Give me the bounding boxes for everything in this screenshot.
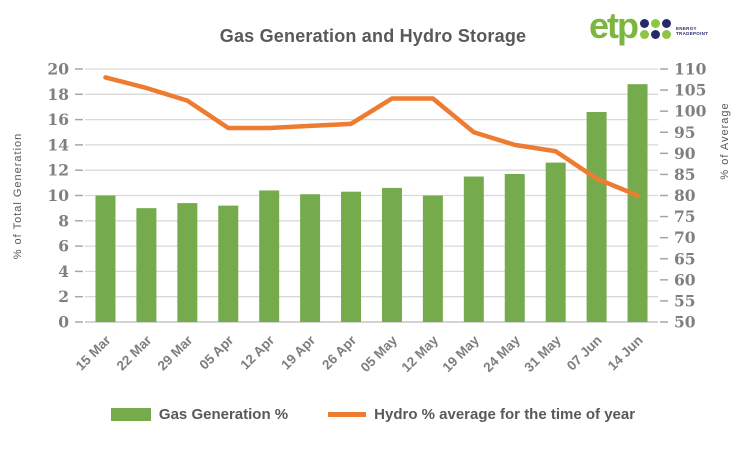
category-label: 05 Apr [196, 332, 236, 372]
left-axis-tick-label: 6 [58, 237, 69, 256]
left-axis-tick-label: 8 [58, 211, 69, 230]
logo-dot-icon [640, 18, 649, 28]
left-axis-tick-label: 0 [58, 313, 69, 332]
category-label: 22 Mar [114, 332, 155, 373]
logo-dot-icon [640, 29, 649, 39]
right-axis-tick-label: 50 [674, 313, 696, 332]
category-label: 12 May [399, 332, 442, 375]
logo-dot-icon [651, 29, 660, 39]
left-axis-tick-label: 12 [47, 161, 69, 180]
category-label: 26 Apr [319, 332, 359, 372]
legend-label-hydro-average: Hydro % average for the time of year [374, 406, 636, 423]
right-axis-tick-label: 105 [674, 81, 706, 100]
etp-logo-tagline: ENERGY TRADEPOINT [676, 26, 708, 36]
right-axis-tick-label: 90 [674, 144, 696, 163]
chart-legend: Gas Generation % Hydro % average for the… [0, 406, 746, 423]
right-axis-tick-label: 60 [674, 270, 696, 289]
etp-logo-tagline-line1: ENERGY [676, 26, 697, 31]
right-axis-tick-label: 70 [674, 228, 696, 247]
right-axis-tick-label: 95 [674, 123, 696, 142]
gas-generation-bar [586, 112, 607, 322]
gas-generation-bar [545, 162, 566, 322]
left-axis-tick-label: 10 [47, 186, 69, 205]
logo-dot-icon [651, 18, 660, 28]
right-axis-tick-label: 75 [674, 207, 696, 226]
gas-generation-bar [177, 203, 198, 322]
gas-generation-bar [627, 84, 648, 323]
chart-title: Gas Generation and Hydro Storage [219, 26, 527, 46]
legend-item-hydro-average: Hydro % average for the time of year [328, 406, 635, 423]
etp-logo: etp ENERGY TRADEPOINT [589, 8, 708, 44]
gas-generation-bar [95, 195, 116, 322]
gas-generation-bar [136, 208, 157, 322]
right-axis-tick-label: 85 [674, 165, 696, 184]
right-axis-tick-label: 55 [674, 291, 696, 310]
right-axis-tick-label: 100 [674, 102, 707, 121]
left-axis-tick-label: 20 [47, 60, 69, 79]
etp-logo-tagline-line2: TRADEPOINT [676, 31, 709, 36]
right-axis-tick-label: 65 [674, 249, 696, 268]
gas-generation-bar [463, 176, 484, 322]
legend-item-gas-generation: Gas Generation % [110, 406, 289, 423]
gas-generation-bar [504, 173, 525, 322]
category-label: 14 Jun [605, 333, 646, 374]
gas-generation-bar [300, 194, 321, 322]
gas-generation-swatch-icon [110, 408, 151, 421]
hydro-average-line [103, 75, 640, 198]
gas-generation-bar [381, 187, 402, 322]
category-label: 07 Jun [564, 333, 605, 374]
logo-dot-icon [662, 29, 671, 39]
left-axis-tick-label: 4 [58, 262, 69, 281]
category-label: 29 Mar [155, 332, 196, 373]
logo-dot-icon [662, 18, 671, 28]
gas-generation-bar [218, 205, 239, 322]
category-label: 19 Apr [278, 332, 318, 372]
left-axis-tick-label: 16 [47, 110, 69, 129]
hydro-average-swatch-icon [328, 412, 367, 417]
etp-logo-dots-icon [640, 18, 672, 40]
category-label: 05 May [358, 332, 401, 375]
gas-generation-bar [259, 190, 280, 322]
category-label: 12 Apr [237, 332, 277, 372]
legend-label-gas-generation: Gas Generation % [158, 406, 289, 423]
etp-logo-text: etp [589, 5, 639, 46]
right-axis-tick-label: 110 [674, 60, 707, 79]
gas-generation-bar [341, 191, 362, 322]
category-label: 15 Mar [73, 332, 114, 373]
category-label: 31 May [521, 332, 564, 375]
category-label: 24 May [480, 332, 523, 375]
left-axis-tick-label: 2 [58, 287, 69, 306]
right-axis-tick-label: 80 [674, 186, 696, 205]
left-axis-tick-label: 14 [47, 135, 69, 154]
left-axis-tick-label: 18 [47, 85, 69, 104]
gas-generation-bar [422, 195, 443, 322]
category-label: 19 May [439, 332, 482, 375]
